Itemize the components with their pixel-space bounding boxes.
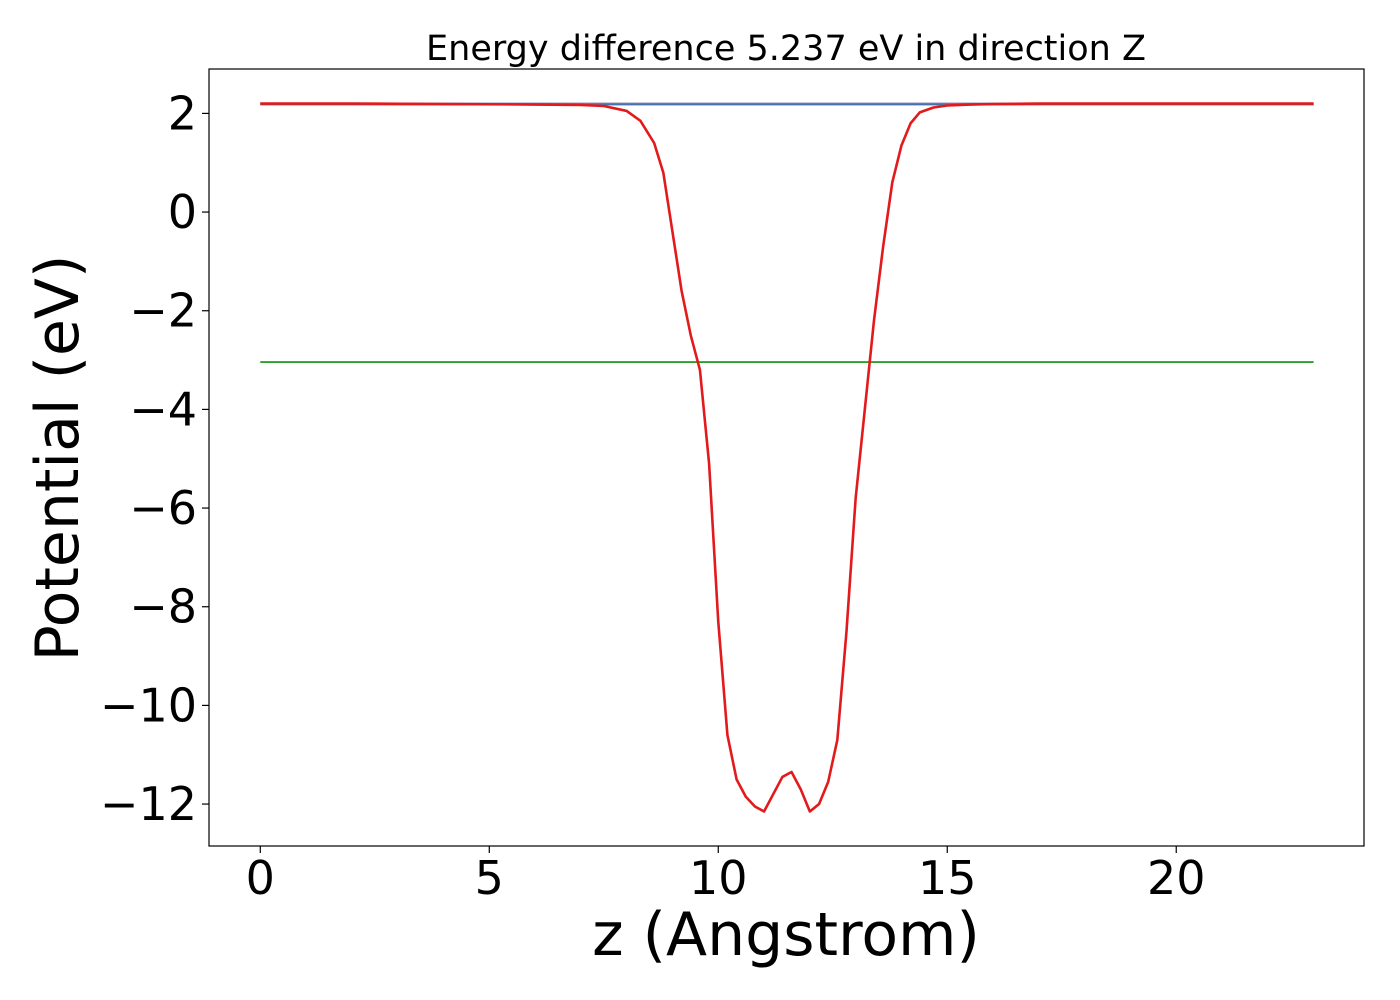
y-tick-label: −4 [129,382,197,436]
y-tick-label: −12 [100,777,197,831]
y-tick-label: −6 [129,481,197,535]
y-tick-label: −10 [100,678,197,732]
x-tick-label: 5 [475,851,504,905]
series-layer [260,102,1314,813]
y-tick-label: −8 [129,580,197,634]
y-axis-label: Potential (eV) [23,255,93,662]
x-tick-label: 10 [689,851,748,905]
chart-title: Energy difference 5.237 eV in direction … [426,29,1146,69]
x-tick-label: 0 [246,851,275,905]
x-tick-label: 15 [918,851,977,905]
y-tick-label: 0 [168,185,197,239]
plot-frame [208,68,1365,847]
x-ticks: 0 5 10 15 20 [246,846,1206,905]
y-tick-label: −2 [129,284,197,338]
series-line-3 [260,102,1314,813]
y-tick-label: 2 [168,86,197,140]
x-tick-label: 20 [1147,851,1206,905]
x-axis-label: z (Angstrom) [592,900,980,970]
y-ticks: 2 0 −2 −4 −6 −8 −10 −12 [100,86,209,831]
